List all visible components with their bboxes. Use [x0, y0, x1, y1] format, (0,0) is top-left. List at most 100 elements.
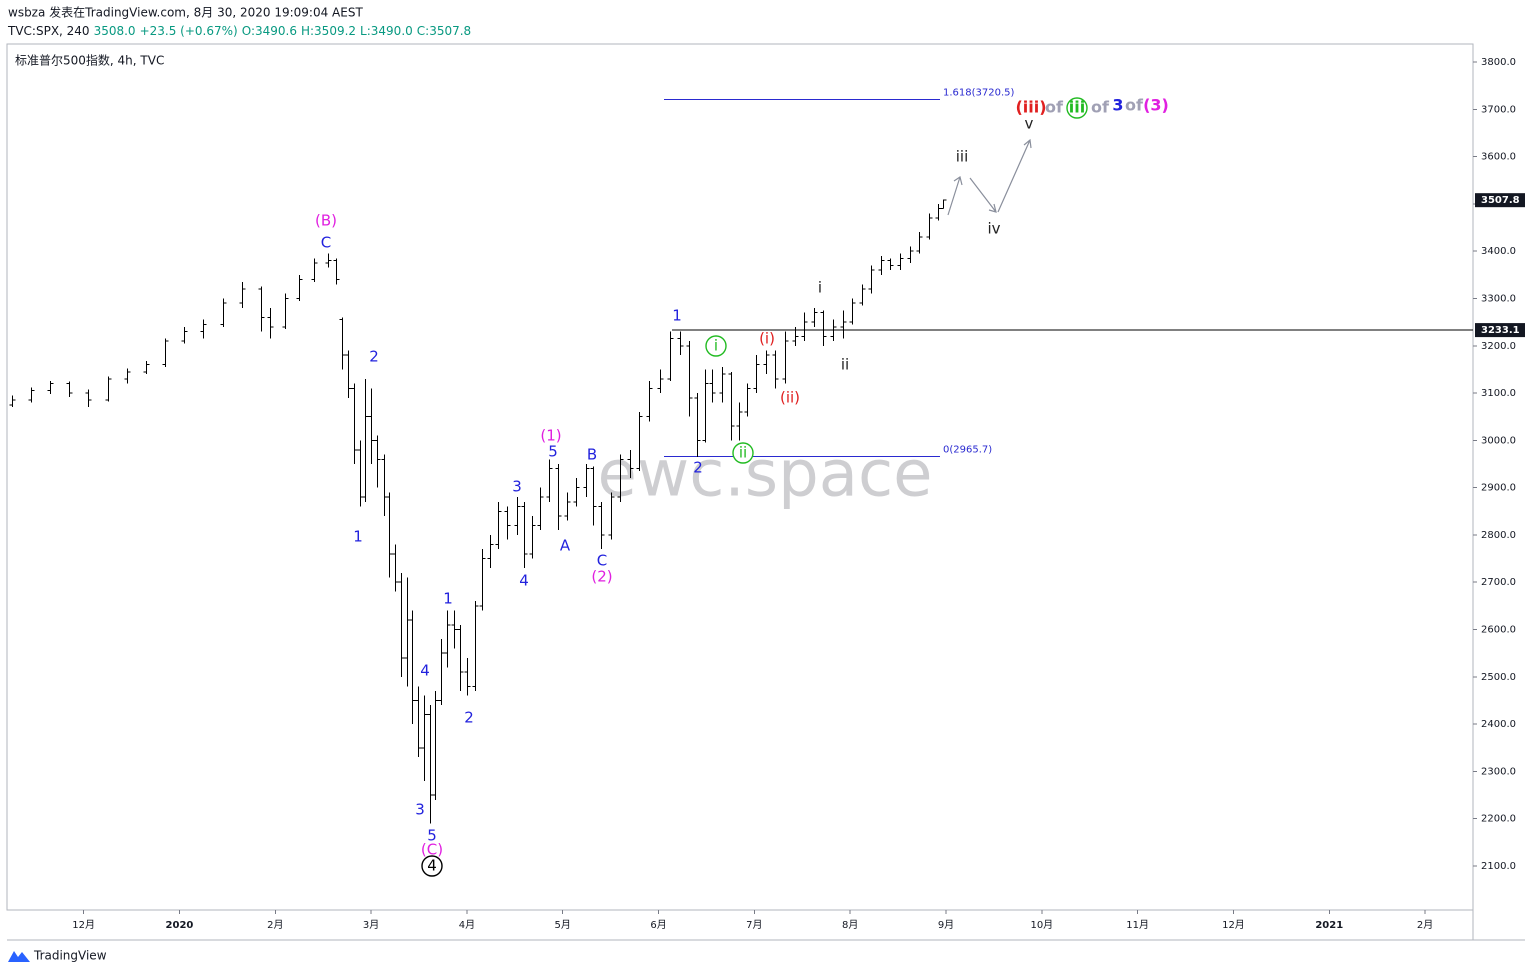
x-tick-label: 3月 — [363, 919, 379, 931]
y-tick-label: 3300.0 — [1481, 293, 1516, 304]
arrow — [997, 138, 1032, 213]
publisher: wsbza 发表在TradingView.com, 8月 30, 2020 19… — [8, 5, 363, 20]
projection-arrows — [947, 138, 1032, 216]
wave-label: 1 — [672, 307, 682, 325]
wave-label: 1 — [443, 590, 453, 608]
wave-label: i — [714, 337, 718, 355]
x-tick-label: 2月 — [1417, 919, 1433, 931]
wave-label: 2 — [464, 709, 474, 727]
wave-label: 1 — [353, 528, 363, 546]
y-tick-label: 3400.0 — [1481, 246, 1516, 257]
symbol-field: TVC:SPX, 240 — [7, 24, 90, 38]
symbol-field: L:3490.0 — [360, 24, 413, 38]
wave-circle — [1066, 97, 1088, 119]
wave-label: 5 — [427, 827, 437, 845]
wave-label: iii — [1069, 98, 1085, 117]
x-tick-label: 11月 — [1126, 919, 1149, 931]
wave-circle — [705, 335, 727, 357]
y-tick-label: 3800.0 — [1481, 57, 1516, 68]
wave-label: 3 — [1112, 96, 1123, 115]
y-tick-label: 2900.0 — [1481, 483, 1516, 494]
wave-label: i — [818, 279, 822, 297]
y-tick-label: 2100.0 — [1481, 861, 1516, 872]
ohlc-series — [9, 199, 947, 824]
fib-label: 1.618(3720.5) — [943, 88, 1015, 99]
wave-label: (ii) — [780, 389, 800, 407]
wave-label: of — [1091, 98, 1110, 117]
wave-label: (i) — [759, 330, 775, 348]
price-box — [1475, 193, 1525, 208]
wave-label: v — [1025, 115, 1034, 133]
x-tick-label: 2月 — [267, 919, 283, 931]
symbol-field: +23.5 (+0.67%) — [140, 24, 238, 38]
wave-circle — [732, 442, 754, 464]
wave-label: C — [321, 234, 331, 252]
wave-label: B — [587, 446, 597, 464]
x-tick-label: 12月 — [72, 919, 95, 931]
symbol-field: C:3507.8 — [417, 24, 471, 38]
x-tick-label: 5月 — [555, 919, 571, 931]
y-tick-label: 2700.0 — [1481, 577, 1516, 588]
arrow — [947, 176, 963, 216]
y-tick-label: 2400.0 — [1481, 719, 1516, 730]
hline-label: 3233.1 — [1481, 325, 1520, 336]
wave-label: C — [597, 552, 607, 570]
logo-icon — [8, 951, 30, 962]
pane-title: 标准普尔500指数, 4h, TVC — [15, 53, 164, 68]
symbol-line: TVC:SPX, 240 3508.0 +23.5 (+0.67%) O:3490.6… — [7, 24, 471, 38]
symbol-field: 3508.0 — [94, 24, 136, 38]
wave-label: (3) — [1143, 96, 1169, 115]
wave-label: (1) — [540, 427, 561, 445]
wave-label: 2 — [693, 459, 703, 477]
footer-logo: TradingView — [8, 949, 107, 963]
wave-label: 4 — [519, 572, 529, 590]
y-tick-label: 3200.0 — [1481, 341, 1516, 352]
arrow — [969, 177, 997, 213]
wave-circle — [421, 855, 443, 877]
y-tick-label: 2500.0 — [1481, 672, 1516, 683]
wave-label: A — [560, 537, 571, 555]
price-box — [1475, 323, 1525, 338]
y-tick-label: 3700.0 — [1481, 104, 1516, 115]
x-tick-label: 6月 — [650, 919, 666, 931]
y-tick-label: 2200.0 — [1481, 814, 1516, 825]
wave-label: 4 — [427, 857, 437, 875]
wave-label: 3 — [512, 478, 522, 496]
wave-label: iv — [987, 220, 1000, 238]
wave-label: 5 — [548, 443, 558, 461]
y-tick-label: 3600.0 — [1481, 152, 1516, 163]
brand: TradingView — [33, 949, 107, 963]
wave-label: of — [1045, 98, 1064, 117]
wave-label: (B) — [315, 212, 337, 230]
last-price-label: 3507.8 — [1481, 195, 1520, 206]
wave-label: (C) — [421, 841, 443, 859]
wave-label: 3 — [415, 801, 425, 819]
watermark: ewc.space — [598, 438, 933, 512]
x-tick-label: 2021 — [1315, 920, 1343, 931]
y-tick-label: 2600.0 — [1481, 625, 1516, 636]
x-tick-label: 8月 — [842, 919, 858, 931]
x-tick-label: 7月 — [746, 919, 762, 931]
wave-label: (2) — [591, 568, 612, 586]
x-tick-label: 2020 — [166, 920, 194, 931]
fib-label: 0(2965.7) — [943, 445, 992, 456]
y-tick-label: 2800.0 — [1481, 530, 1516, 541]
x-tick-label: 9月 — [938, 919, 954, 931]
wave-label: 4 — [420, 662, 430, 680]
x-tick-label: 10月 — [1030, 919, 1053, 931]
wave-label: iii — [956, 148, 969, 166]
y-tick-label: 3000.0 — [1481, 435, 1516, 446]
x-tick-label: 4月 — [459, 919, 475, 931]
wave-label: ii — [739, 444, 747, 462]
wave-label: ii — [841, 356, 849, 374]
y-tick-label: 3100.0 — [1481, 388, 1516, 399]
wave-label: of — [1125, 96, 1144, 115]
wave-label: 2 — [369, 348, 379, 366]
wave-label: (iii) — [1015, 98, 1046, 117]
x-tick-label: 12月 — [1222, 919, 1245, 931]
symbol-field: H:3509.2 — [301, 24, 356, 38]
y-tick-label: 2300.0 — [1481, 766, 1516, 777]
symbol-field: O:3490.6 — [242, 24, 297, 38]
